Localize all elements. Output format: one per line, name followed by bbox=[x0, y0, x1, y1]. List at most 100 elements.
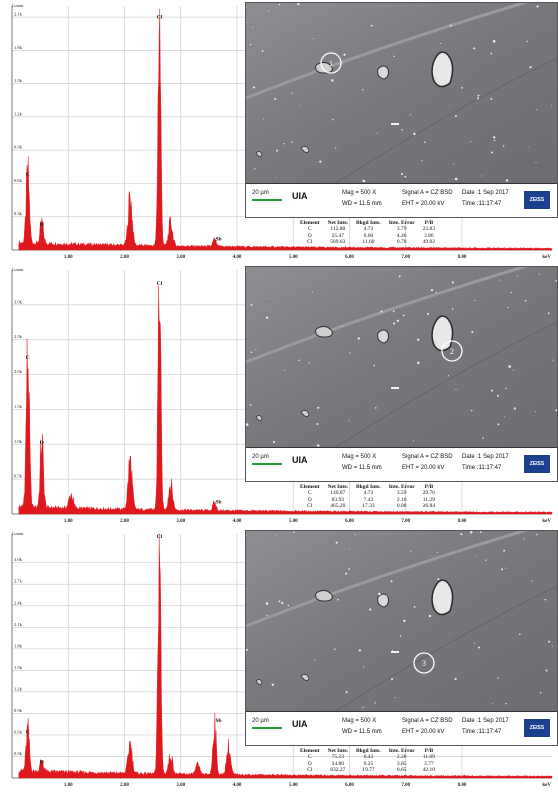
sem-speck bbox=[519, 633, 521, 636]
sem-speck bbox=[373, 364, 375, 367]
sem-speck bbox=[475, 555, 477, 557]
table-cell: 3.59 bbox=[396, 490, 407, 497]
sem-speck bbox=[437, 578, 440, 581]
x-tick-label: 6.00 bbox=[345, 255, 354, 260]
sem-speck bbox=[536, 109, 538, 110]
acquisition-date: Date :1 Sep 2017 bbox=[462, 718, 509, 724]
table-cell: 2.28 bbox=[396, 754, 407, 761]
sem-speck bbox=[246, 648, 248, 651]
sem-speck bbox=[552, 645, 553, 647]
sem-particle-large bbox=[431, 579, 454, 616]
table-cell: 6.43 bbox=[363, 754, 374, 761]
sem-speck bbox=[362, 666, 365, 668]
sem-speck bbox=[391, 649, 394, 651]
sem-speck bbox=[505, 179, 509, 182]
table-header: P/B bbox=[424, 220, 434, 226]
eds-panel-2: 0.5k 1.0k 1.5k 2.0k 2.5k 3.0k Counts 1.00 2.00 3.… bbox=[0, 264, 558, 526]
peak-label-o: O bbox=[40, 222, 45, 228]
sem-particle bbox=[315, 61, 333, 74]
scale-bar bbox=[252, 463, 282, 465]
sem-speck bbox=[450, 24, 452, 27]
magnification: Mag = 500 X bbox=[342, 718, 377, 724]
sem-speck bbox=[413, 440, 415, 442]
table-cell: 11.69 bbox=[422, 754, 435, 761]
table-cell: 7.43 bbox=[363, 496, 374, 503]
sem-speck bbox=[404, 175, 407, 178]
sem-speck bbox=[476, 97, 480, 100]
y-tick-label: 2.1k bbox=[14, 622, 23, 627]
sem-speck bbox=[386, 595, 388, 597]
sem-speck bbox=[421, 160, 423, 162]
sem-speck bbox=[453, 163, 455, 165]
table-cell: 83.93 bbox=[331, 496, 344, 503]
scale-label: 20 µm bbox=[252, 454, 269, 460]
sem-speck bbox=[278, 600, 281, 603]
x-axis-label: keV bbox=[542, 255, 551, 260]
signal-detector: Signal A = CZ BSD bbox=[402, 454, 453, 460]
sem-speck bbox=[250, 351, 253, 354]
table-cell: Cl bbox=[307, 766, 313, 773]
sem-speck bbox=[335, 541, 338, 544]
sem-speck bbox=[454, 115, 457, 118]
sem-speck bbox=[331, 79, 334, 82]
sem-scratch bbox=[246, 531, 529, 628]
sem-speck bbox=[505, 387, 507, 389]
sem-speck bbox=[524, 299, 527, 302]
sem-speck bbox=[493, 136, 496, 139]
peak-label-sb: Sb bbox=[215, 236, 221, 242]
sem-speck bbox=[492, 702, 494, 704]
sem-speck bbox=[370, 24, 373, 27]
sem-speck bbox=[271, 683, 274, 686]
sem-speck bbox=[473, 642, 476, 644]
table-header: P/B bbox=[424, 748, 434, 754]
y-tick-label: 0.9k bbox=[14, 145, 23, 150]
sem-speck bbox=[278, 3, 281, 6]
table-header: Inte. Error bbox=[388, 748, 415, 754]
y-tick-label: 2.0k bbox=[14, 369, 23, 374]
acquisition-time: Time :11:17:47 bbox=[462, 201, 502, 207]
sem-speck bbox=[400, 173, 403, 175]
x-tick-label: 3.00 bbox=[176, 783, 185, 788]
table-cell: 3.85 bbox=[396, 760, 407, 767]
table-row: C 75.23 6.43 2.28 11.69 bbox=[296, 754, 439, 760]
sem-speck bbox=[435, 291, 437, 294]
y-axis-label: Counts bbox=[12, 531, 24, 536]
sem-speck bbox=[250, 303, 253, 306]
sem-speck bbox=[555, 409, 557, 412]
sem-speck bbox=[430, 288, 434, 292]
y-tick-label: 3.0k bbox=[14, 557, 23, 562]
sem-speck bbox=[473, 47, 476, 50]
sem-speck bbox=[512, 370, 514, 371]
sem-speck bbox=[275, 534, 278, 536]
x-tick-label: 5.00 bbox=[289, 255, 298, 260]
table-cell: 4.46 bbox=[396, 232, 407, 239]
sem-speck bbox=[265, 316, 269, 319]
sem-particle bbox=[300, 674, 310, 681]
analysis-point-number: 2 bbox=[450, 347, 454, 356]
y-tick-label: 2.5k bbox=[14, 334, 23, 339]
table-cell: 0.78 bbox=[396, 238, 407, 245]
sem-speck bbox=[451, 308, 454, 310]
analysis-point-number: 1 bbox=[329, 59, 333, 68]
sem-particle bbox=[255, 679, 263, 685]
table-cell: 3.77 bbox=[424, 760, 434, 767]
table-cell: O bbox=[307, 232, 312, 239]
sem-speck bbox=[538, 273, 540, 275]
x-tick-label: 2.00 bbox=[120, 783, 129, 788]
table-cell: 11.29 bbox=[422, 496, 435, 503]
spectrum-area bbox=[18, 533, 553, 779]
sem-speck bbox=[361, 88, 364, 91]
table-row: O 83.93 7.43 2.16 11.29 bbox=[296, 497, 439, 503]
quantification-table: Element Net Inte. Bkgd Inte. Inte. Error P/B… bbox=[296, 220, 439, 245]
sem-speck bbox=[429, 555, 431, 557]
sem-speck bbox=[317, 406, 320, 409]
peak-label-sb: Sb bbox=[215, 499, 221, 505]
sem-speck bbox=[555, 280, 557, 282]
sem-particle bbox=[377, 329, 389, 344]
sem-speck bbox=[474, 299, 476, 302]
table-cell: Cl bbox=[307, 238, 313, 245]
sem-speck bbox=[274, 97, 277, 101]
sem-speck bbox=[298, 359, 300, 362]
sem-speck bbox=[345, 572, 348, 575]
sem-speck bbox=[491, 151, 493, 154]
